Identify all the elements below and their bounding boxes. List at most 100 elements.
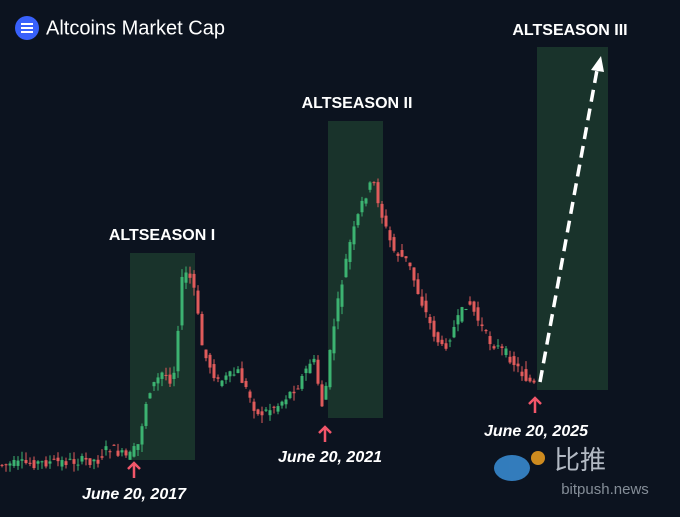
candle — [44, 460, 48, 467]
season-label: ALTSEASON III — [512, 22, 627, 39]
candle — [496, 345, 500, 347]
candle — [276, 406, 280, 412]
candle — [16, 460, 20, 466]
date-label: June 20, 2017 — [82, 486, 187, 503]
candle — [64, 461, 68, 465]
candle — [176, 330, 180, 372]
candle — [444, 343, 448, 349]
candle — [292, 391, 296, 394]
candle — [268, 410, 272, 416]
candle — [404, 256, 408, 259]
candle — [184, 272, 188, 283]
candle — [108, 451, 112, 453]
candle — [524, 369, 528, 381]
candle — [392, 237, 396, 251]
candle — [92, 459, 96, 462]
candle — [52, 458, 56, 460]
candle — [532, 380, 536, 383]
candle — [232, 374, 236, 376]
candle — [288, 391, 292, 399]
candle — [88, 458, 92, 465]
candle — [372, 182, 376, 184]
candle — [80, 456, 84, 462]
candle — [332, 326, 336, 354]
watermark-brand: 比推 — [554, 445, 606, 475]
candle — [308, 363, 312, 374]
candle — [356, 214, 360, 226]
candle — [132, 446, 136, 457]
candle — [76, 464, 80, 466]
candle — [512, 356, 516, 366]
date-label: June 20, 2021 — [278, 449, 382, 466]
candle — [316, 359, 320, 384]
candle — [100, 456, 104, 458]
candle — [416, 279, 420, 295]
candle — [212, 364, 216, 379]
candle — [68, 458, 72, 460]
candle — [420, 296, 424, 306]
candle — [36, 461, 40, 464]
candle — [124, 450, 128, 456]
candle — [136, 444, 140, 450]
candle — [504, 348, 508, 355]
candle — [24, 460, 28, 464]
candle — [240, 368, 244, 383]
candle — [428, 317, 432, 324]
season-box — [130, 253, 195, 460]
candle — [468, 301, 472, 305]
candle — [272, 406, 276, 408]
candle — [0, 464, 4, 466]
candle — [20, 459, 24, 461]
candle — [352, 226, 356, 245]
candle — [112, 444, 116, 446]
candle — [260, 411, 264, 416]
candle — [364, 198, 368, 204]
candle — [500, 346, 504, 348]
candle — [144, 403, 148, 426]
candle — [8, 463, 12, 466]
candle — [128, 451, 132, 460]
watermark-site: bitpush.news — [561, 481, 649, 498]
date-arrows — [127, 396, 542, 478]
candle — [408, 262, 412, 267]
candle — [452, 326, 456, 338]
candle — [456, 315, 460, 325]
candle — [336, 298, 340, 322]
candle — [320, 384, 324, 407]
candle — [4, 464, 8, 466]
candle — [480, 324, 484, 327]
candle — [492, 346, 496, 349]
candle — [440, 339, 444, 345]
candle — [104, 446, 108, 451]
arrow-head — [591, 56, 604, 72]
candle — [152, 382, 156, 387]
candle — [400, 250, 404, 257]
candle — [528, 377, 532, 382]
candle — [40, 461, 44, 463]
candle — [236, 369, 240, 374]
candle — [216, 377, 220, 379]
candle — [412, 267, 416, 281]
candle — [200, 314, 204, 346]
candle — [324, 385, 328, 400]
candle — [360, 200, 364, 213]
candle — [472, 301, 476, 312]
candle — [96, 459, 100, 464]
candle — [12, 459, 16, 466]
candle — [384, 215, 388, 227]
candle — [140, 426, 144, 445]
candle — [48, 461, 52, 464]
candle — [520, 371, 524, 377]
candle — [148, 393, 152, 399]
candle — [460, 307, 464, 322]
candle — [204, 349, 208, 359]
candle — [32, 460, 36, 469]
candle — [228, 371, 232, 377]
candle — [180, 276, 184, 326]
candle — [340, 284, 344, 307]
candle — [196, 290, 200, 314]
candle — [388, 230, 392, 241]
candle — [72, 459, 76, 464]
candle — [280, 401, 284, 406]
